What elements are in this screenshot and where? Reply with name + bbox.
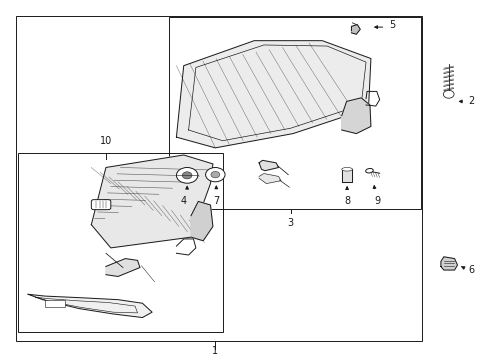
Text: 3: 3: [287, 217, 293, 228]
Polygon shape: [91, 155, 212, 248]
Polygon shape: [191, 202, 212, 241]
Text: 2: 2: [467, 96, 473, 107]
FancyBboxPatch shape: [91, 200, 111, 210]
Ellipse shape: [365, 168, 372, 173]
Polygon shape: [28, 294, 152, 318]
Text: 5: 5: [388, 20, 394, 30]
Polygon shape: [341, 169, 352, 182]
Polygon shape: [259, 174, 281, 184]
Circle shape: [205, 167, 224, 182]
Text: 9: 9: [374, 196, 380, 206]
Polygon shape: [106, 258, 140, 276]
Text: 4: 4: [180, 196, 186, 206]
Text: 6: 6: [467, 265, 473, 275]
Polygon shape: [176, 41, 370, 148]
Text: 10: 10: [100, 136, 112, 146]
Polygon shape: [440, 257, 457, 270]
Circle shape: [443, 90, 453, 98]
Polygon shape: [351, 24, 360, 34]
Text: 8: 8: [344, 196, 350, 206]
Text: 1: 1: [212, 346, 218, 356]
Bar: [169, 18, 420, 208]
Bar: [19, 153, 222, 332]
Polygon shape: [259, 160, 278, 171]
Text: 7: 7: [213, 196, 219, 206]
Circle shape: [176, 167, 198, 183]
Circle shape: [210, 171, 219, 178]
Ellipse shape: [341, 167, 352, 171]
Bar: [45, 300, 64, 307]
Polygon shape: [341, 98, 370, 134]
Circle shape: [182, 172, 192, 179]
Bar: [16, 16, 421, 341]
